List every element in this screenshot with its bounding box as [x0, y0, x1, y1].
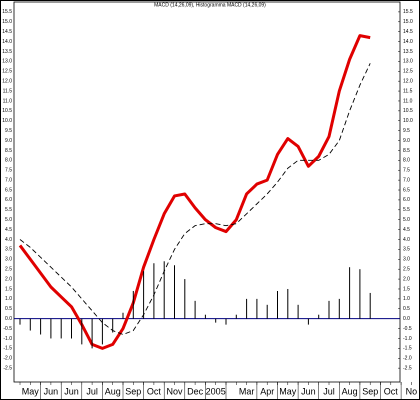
y-tick-label: 6.0	[5, 197, 12, 203]
y-tick-label: 8.0	[5, 158, 12, 164]
y-tick-label: 2.5	[5, 267, 12, 273]
y-tick-label: 2.0	[5, 276, 12, 282]
y-tick-label: 13.0	[2, 59, 12, 65]
y-tick-label-right: 6.5	[403, 187, 410, 193]
x-tick-label: Sep	[362, 386, 378, 396]
x-tick-label: Oct	[147, 386, 162, 396]
line-line	[18, 34, 371, 350]
y-tick-label-right: 9.0	[403, 138, 410, 144]
x-tick-label: Aug	[342, 386, 358, 396]
plot-area	[13, 1, 401, 383]
y-tick-label: 7.0	[5, 177, 12, 183]
y-tick-label: 15.0	[2, 19, 12, 25]
y-tick-label-right: 13.5	[403, 49, 413, 55]
y-tick-label: 1.0	[5, 296, 12, 302]
y-tick-label: 8.5	[5, 148, 12, 154]
y-tick-label-right: 14.5	[403, 29, 413, 35]
y-tick-label: 9.0	[5, 138, 12, 144]
x-tick-label: Sep	[125, 386, 141, 396]
y-tick-label-right: 10.5	[403, 108, 413, 114]
line-dashed	[19, 63, 371, 335]
y-tick-label: 13.5	[2, 49, 12, 55]
y-tick-label-right: 15.5	[403, 9, 413, 15]
y-tick-label-right: 5.5	[403, 207, 410, 213]
x-tick-label: No	[406, 386, 418, 396]
x-tick-label: May	[279, 386, 297, 396]
y-tick-label: 5.0	[5, 217, 12, 223]
y-tick-label-right: 12.0	[403, 78, 413, 84]
y-tick-label: -1.0	[3, 336, 12, 342]
x-tick-label: 2005	[206, 386, 226, 396]
y-tick-label: 0.5	[5, 306, 12, 312]
y-tick-label-right: -0.5	[403, 326, 412, 332]
y-tick-label-right: 8.5	[403, 148, 410, 154]
y-tick-label: 3.0	[5, 257, 12, 263]
y-tick-label: 1.5	[5, 286, 12, 292]
x-tick-label: Jul	[86, 386, 98, 396]
y-tick-label-right: 4.5	[403, 227, 410, 233]
y-tick-label: 7.5	[5, 168, 12, 174]
y-tick-label-right: 11.5	[403, 88, 413, 94]
y-tick-label-right: 9.5	[403, 128, 410, 134]
y-tick-label: 10.5	[2, 108, 12, 114]
y-tick-label-right: 6.0	[403, 197, 410, 203]
x-tick-label: Oct	[384, 386, 399, 396]
y-tick-label: 12.0	[2, 78, 12, 84]
y-tick-label: 14.0	[2, 39, 12, 45]
y-tick-label-right: 8.0	[403, 158, 410, 164]
x-tick-label: Jul	[323, 386, 335, 396]
y-tick-label-right: 4.0	[403, 237, 410, 243]
y-tick-label: 4.0	[5, 237, 12, 243]
y-tick-label: -2.0	[3, 356, 12, 362]
y-tick-label-right: 12.5	[403, 69, 413, 75]
x-tick-label: Nov	[166, 386, 183, 396]
x-tick-label: May	[22, 386, 40, 396]
y-tick-label: 11.5	[3, 88, 13, 94]
y-tick-label-right: 1.0	[403, 296, 410, 302]
y-tick-label-right: 10.0	[403, 118, 413, 124]
y-tick-label: 9.5	[5, 128, 12, 134]
x-tick-label: Jun	[64, 386, 79, 396]
y-tick-label-right: 3.0	[403, 257, 410, 263]
y-tick-label-right: 0.0	[403, 316, 410, 322]
x-tick-label: Jun	[44, 386, 59, 396]
y-tick-label-right: 13.0	[403, 59, 413, 65]
y-tick-label: 4.5	[5, 227, 12, 233]
y-tick-label: 3.5	[5, 247, 12, 253]
y-tick-label: 6.5	[5, 187, 12, 193]
y-tick-label: 11.0	[3, 98, 13, 104]
y-tick-label-right: 15.0	[403, 19, 413, 25]
y-tick-label-right: -1.0	[403, 336, 412, 342]
y-tick-label-right: -2.0	[403, 356, 412, 362]
x-tick-label: Jun	[301, 386, 316, 396]
y-tick-label-right: 2.0	[403, 276, 410, 282]
y-tick-label-right: 7.0	[403, 177, 410, 183]
y-tick-label: 5.5	[5, 207, 12, 213]
y-tick-label: 15.5	[2, 9, 12, 15]
y-tick-label-right: 14.0	[403, 39, 413, 45]
y-tick-label: 14.5	[2, 29, 12, 35]
y-tick-label: -0.5	[3, 326, 12, 332]
y-tick-label-right: 0.5	[403, 306, 410, 312]
y-tick-label-right: 7.5	[403, 168, 410, 174]
y-tick-label: 0.0	[5, 316, 12, 322]
y-tick-label-right: 11.0	[403, 98, 413, 104]
x-tick-label: Mar	[239, 386, 255, 396]
y-tick-label: 10.0	[2, 118, 12, 124]
x-tick-label: Apr	[260, 386, 274, 396]
y-tick-label-right: 2.5	[403, 267, 410, 273]
x-tick-label: Aug	[105, 386, 121, 396]
y-tick-label-right: 3.5	[403, 247, 410, 253]
y-tick-label: -1.5	[3, 346, 12, 352]
chart-title: MACD (14,26,09), Histogramma MACD (14,26…	[154, 2, 266, 8]
y-tick-label-right: -2.5	[403, 365, 412, 371]
x-tick-label: Dec	[187, 386, 204, 396]
y-tick-label-right: -1.5	[403, 346, 412, 352]
y-tick-label: -2.5	[3, 365, 12, 371]
y-tick-label: 12.5	[2, 69, 12, 75]
y-tick-label-right: 1.5	[403, 286, 410, 292]
y-tick-label-right: 5.0	[403, 217, 410, 223]
